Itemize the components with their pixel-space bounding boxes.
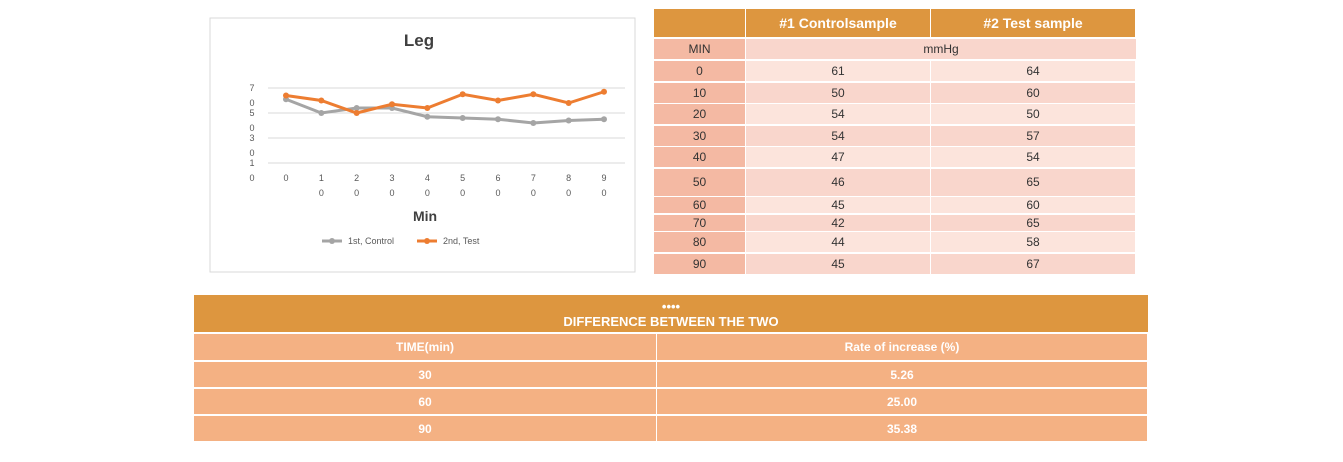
table-cell: 60 <box>931 82 1135 103</box>
line <box>285 90 605 115</box>
point <box>495 97 501 104</box>
header-cell: #2 Test sample <box>931 9 1135 37</box>
point <box>318 97 325 104</box>
diff-title-text: •••• <box>661 298 681 314</box>
point <box>565 117 572 124</box>
table-cell: 54 <box>931 147 1135 167</box>
table-cell: 20 <box>654 104 745 124</box>
table-cell: 45 <box>746 197 930 213</box>
diff-cell: 90 <box>194 416 656 441</box>
table-cell: 30 <box>654 125 745 146</box>
diff-cell: 25.00 <box>657 389 1147 414</box>
legend-label: 1st, Control <box>348 236 394 246</box>
table-cell: 64 <box>931 61 1135 81</box>
table-cell: 60 <box>654 197 745 213</box>
subheader-cell: mmHg <box>746 39 1136 59</box>
table-cell: 90 <box>654 253 745 274</box>
diff-cell: 30 <box>194 362 656 387</box>
legend-label: 2nd, Test <box>443 236 480 246</box>
point <box>459 115 466 121</box>
chart-title: Leg <box>404 31 434 50</box>
point <box>530 91 537 98</box>
legend-marker <box>424 238 430 244</box>
point <box>353 110 360 116</box>
table-cell: 42 <box>746 214 930 231</box>
point <box>601 116 607 123</box>
point <box>495 116 501 123</box>
table-cell: 60 <box>931 197 1135 213</box>
table-cell: 50 <box>931 104 1135 124</box>
point <box>353 105 360 111</box>
table-cell: 40 <box>654 147 745 167</box>
table-cell: 80 <box>654 232 745 252</box>
diff-cell: 5.26 <box>657 362 1147 387</box>
diff-title: •••• DIFFERENCE BETWEEN THE TWO <box>194 295 1148 332</box>
table-cell: 61 <box>746 61 930 81</box>
diff-title-text: DIFFERENCE BETWEEN THE TWO <box>563 313 779 329</box>
table-cell: 0 <box>654 61 745 81</box>
point <box>283 92 289 99</box>
header-cell <box>654 9 745 37</box>
point <box>601 88 607 95</box>
point <box>318 110 325 116</box>
diff-header: Rate of increase (%) <box>657 334 1147 360</box>
chart-frame <box>209 17 636 273</box>
table-cell: 47 <box>746 147 930 167</box>
table-cell: 54 <box>746 125 930 146</box>
diff-cell: 60 <box>194 389 656 414</box>
table-cell: 57 <box>931 125 1135 146</box>
table-cell: 65 <box>931 168 1135 196</box>
table-cell: 58 <box>931 232 1135 252</box>
table-cell: 65 <box>931 214 1135 231</box>
legend-marker <box>329 238 335 244</box>
point <box>459 91 466 98</box>
point <box>389 101 395 108</box>
point <box>530 120 537 126</box>
table-cell: 50 <box>746 82 930 103</box>
table-cell: 46 <box>746 168 930 196</box>
diff-cell: 35.38 <box>657 416 1147 441</box>
table-cell: 67 <box>931 253 1135 274</box>
subheader-cell: MIN <box>654 39 745 59</box>
diff-header: TIME(min) <box>194 334 656 360</box>
table-cell: 45 <box>746 253 930 274</box>
x-tick-label: 0 <box>283 173 288 183</box>
x-axis-label: Min <box>413 208 437 224</box>
table-cell: 44 <box>746 232 930 252</box>
table-cell: 54 <box>746 104 930 124</box>
point <box>565 100 572 106</box>
table-cell: 10 <box>654 82 745 103</box>
table-cell: 50 <box>654 168 745 196</box>
point <box>424 113 431 120</box>
header-cell: #1 Controlsample <box>746 9 930 37</box>
table-cell: 70 <box>654 214 745 231</box>
point <box>424 105 431 111</box>
line <box>285 97 605 125</box>
